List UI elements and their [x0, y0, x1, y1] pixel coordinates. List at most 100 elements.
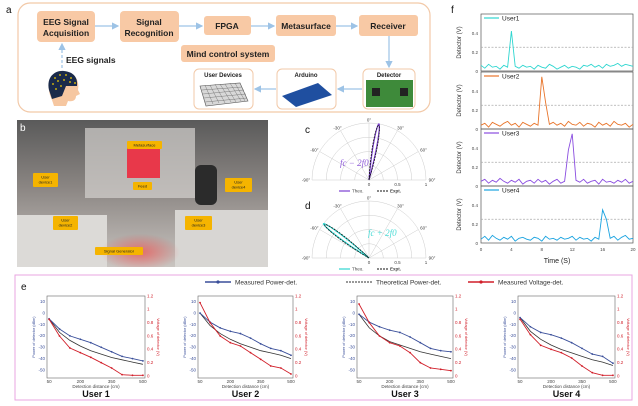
user-title: User 1: [82, 389, 110, 399]
right-y-axis-label: Voltage of detector (V): [626, 318, 630, 357]
measured-voltage-line: [519, 319, 613, 376]
photo-tag-text: device4: [232, 185, 247, 190]
photo-tag-text: User: [61, 218, 70, 223]
left-y-tick-label: -50: [509, 367, 516, 372]
measured-power-point: [388, 329, 391, 332]
polar-grid-spoke: [340, 208, 370, 259]
photo-tag-text: device2: [59, 223, 74, 228]
block-eeg-acquisition: [37, 11, 95, 42]
series-line-user1: [480, 31, 634, 70]
right-y-axis-label: Voltage of detector (V): [464, 318, 468, 357]
measured-voltage-point: [429, 367, 432, 369]
right-y-tick-label: 0: [295, 373, 298, 378]
detector-subplot-user4: User4 0 0.2 0.4 Detector (V): [457, 185, 634, 246]
measured-voltage-point: [121, 373, 123, 376]
plot-frame: [480, 13, 634, 72]
left-y-tick-label: -10: [189, 322, 196, 327]
x-axis-label: Detection distance (cm): [72, 384, 120, 389]
left-y-tick-label: -10: [348, 322, 355, 327]
legend-text: User4: [502, 188, 520, 195]
flow-arrows: [58, 22, 393, 93]
measured-voltage-point: [612, 374, 614, 377]
detector-subplot-user3: User3 0 0.2 0.4 Detector (V): [457, 128, 634, 189]
right-y-tick-label: 1.2: [455, 293, 462, 298]
angle-tick-label: 90°: [429, 256, 436, 261]
measured-power-point: [79, 338, 82, 341]
eeg-signals-label: EEG signals: [66, 55, 116, 65]
measured-power-point: [539, 331, 542, 334]
y-tick-label: 0.4: [472, 89, 479, 94]
block-mind-control: [181, 45, 275, 62]
x-tick-label: 50: [357, 379, 363, 384]
measured-power-point: [199, 312, 201, 314]
right-y-tick-label: 0.2: [455, 360, 462, 365]
theo-beam-line: [368, 123, 380, 181]
measured-voltage-point: [199, 301, 201, 304]
left-y-tick-label: -30: [189, 345, 196, 350]
left-y-tick-label: -20: [189, 333, 196, 338]
x-tick-label: 500: [447, 379, 455, 384]
x-tick-label: 200: [547, 379, 555, 384]
measured-voltage-point: [279, 367, 282, 369]
x-tick-label: 200: [227, 379, 235, 384]
angle-tick-label: 60°: [420, 226, 427, 231]
x-tick-label: 50: [47, 379, 53, 384]
arduino-board-icon: [282, 83, 332, 107]
angle-tick-label: 60°: [420, 148, 427, 153]
expt-beam-line: [368, 125, 380, 181]
right-y-tick-label: 0.6: [295, 333, 302, 338]
measured-power-point: [429, 347, 432, 350]
measured-power-point: [419, 341, 422, 344]
measured-voltage-point: [591, 371, 594, 374]
left-y-tick-label: -20: [509, 333, 516, 338]
y-tick-label: 0.4: [472, 203, 479, 208]
left-y-axis-label: Power of detector (dBm): [183, 316, 187, 358]
measured-voltage-point: [419, 361, 422, 364]
block-text: Receiver: [370, 21, 406, 31]
y-tick-label: 0: [475, 241, 478, 246]
panel-label-a: a: [6, 5, 12, 16]
photo-tag-text: device1: [39, 180, 54, 185]
measured-voltage-point: [249, 351, 252, 354]
head-eeg-cap-icon: [48, 70, 80, 106]
measured-voltage-point: [529, 333, 532, 336]
user-title: User 4: [553, 389, 581, 399]
right-y-tick-label: 1: [455, 307, 458, 312]
x-tick-label: 350: [578, 379, 586, 384]
measured-voltage-point: [398, 345, 401, 347]
right-y-tick-label: 0: [147, 373, 150, 378]
theoretical-power-line: [519, 317, 614, 366]
measured-power-point: [601, 355, 604, 358]
left-y-axis-label: Power of detector (dBm): [32, 316, 36, 358]
left-y-tick-label: 10: [40, 299, 46, 304]
left-y-tick-label: 10: [511, 299, 517, 304]
y-axis-label: Detector (V): [457, 26, 463, 58]
theo-beam-line: [322, 222, 370, 259]
series-line-user2: [480, 76, 634, 128]
plot-frame: [46, 295, 146, 379]
plot-frame: [480, 71, 634, 130]
measured-voltage-point: [110, 367, 113, 369]
right-y-tick-label: 0: [455, 373, 458, 378]
right-y-tick-label: 0: [617, 373, 620, 378]
x-tick-label: 500: [139, 379, 147, 384]
right-y-tick-label: 0.8: [455, 320, 462, 325]
x-tick-label: 16: [600, 247, 606, 252]
measured-voltage-point: [570, 357, 573, 359]
polar-chart-d: -90° -60° -30° 0° 30° 60° 90° 0 0.5 1 fc + 2f0 Theo…: [302, 196, 436, 272]
x-axis-label: Detection distance (cm): [381, 384, 429, 389]
measured-voltage-point: [79, 351, 82, 354]
right-y-tick-label: 0.4: [455, 347, 462, 352]
left-y-tick-label: 10: [191, 299, 197, 304]
measured-power-point: [560, 337, 563, 340]
right-y-tick-label: 1: [617, 307, 620, 312]
left-y-tick-label: 0: [42, 310, 45, 315]
measured-voltage-point: [601, 374, 604, 377]
measured-power-line: [358, 313, 452, 353]
left-y-tick-label: 10: [350, 299, 356, 304]
measured-power-point: [69, 334, 71, 337]
measured-voltage-point: [219, 335, 222, 337]
beam-annotation: fc − 2f0: [340, 158, 369, 168]
block-text: Signal: [136, 17, 162, 27]
measured-voltage-point: [269, 365, 272, 367]
